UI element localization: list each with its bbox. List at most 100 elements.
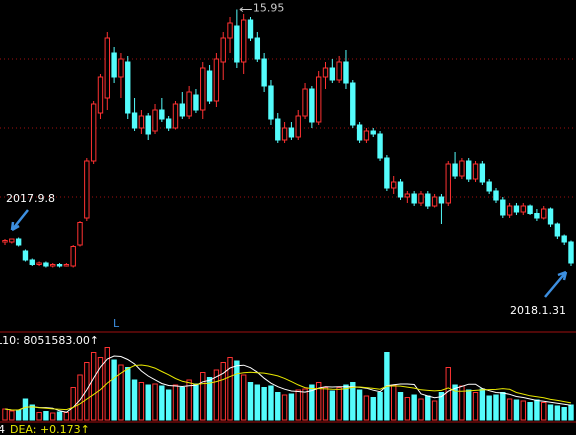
candle-body [390, 181, 397, 189]
volume-bar [493, 394, 499, 421]
volume-bar [397, 392, 404, 421]
candle-body [500, 199, 506, 216]
volume-bar [363, 395, 370, 421]
volume-bar [343, 384, 349, 421]
volume-bar [268, 385, 274, 421]
candle-body [2, 240, 8, 243]
candle-body [275, 118, 281, 141]
volume-bar [438, 392, 445, 421]
candle-body [268, 85, 274, 120]
volume-bar [220, 362, 226, 421]
candle-body [125, 61, 131, 114]
candle-body [343, 61, 349, 84]
candle-body [356, 124, 363, 141]
volume-bar [9, 410, 15, 421]
candle-body [131, 112, 138, 129]
volume-bar [486, 395, 492, 421]
candle-body [370, 130, 376, 135]
volume-bar [118, 364, 124, 421]
candle-body [411, 193, 417, 204]
candle-body [561, 235, 567, 243]
volume-bar [206, 377, 213, 421]
volume-bar [15, 409, 22, 421]
volume-bar [568, 404, 574, 421]
candle-body [438, 196, 445, 204]
volume-bar [275, 392, 281, 421]
candle-body [145, 115, 151, 135]
candle-body [165, 118, 172, 129]
candle-body [527, 205, 533, 214]
candle-body [186, 91, 192, 117]
volume-bar [213, 369, 220, 421]
volume-bar [350, 382, 356, 421]
candle-body [425, 193, 431, 207]
volume-bar [431, 400, 438, 421]
candle-body [159, 109, 165, 120]
volume-bar [472, 392, 479, 421]
candle-body [547, 208, 554, 225]
volume-bar [84, 362, 90, 421]
volume-bar [90, 352, 97, 421]
volume-bar [445, 367, 451, 421]
volume-bar [534, 399, 540, 421]
candle-body [315, 76, 322, 123]
candle-body [43, 262, 49, 267]
volume-bar [315, 382, 322, 421]
candle-body [29, 259, 35, 265]
volume-bar [554, 405, 561, 421]
candle-body [240, 19, 247, 63]
volume-bar [527, 402, 533, 421]
volume-bar [193, 383, 199, 421]
volume-bar [97, 357, 104, 421]
candle-body [234, 25, 240, 63]
candle-body [486, 181, 492, 192]
volume-bar [452, 384, 458, 421]
volume-bar [541, 402, 547, 421]
volume-bar [227, 357, 233, 421]
candle-body [227, 22, 233, 39]
volume-bar [418, 398, 424, 421]
volume-bar [125, 367, 131, 421]
volume-bar [425, 395, 431, 421]
candle-body [90, 103, 97, 162]
candle-body [479, 163, 486, 183]
candle-body [568, 241, 574, 264]
volume-bar [2, 408, 8, 421]
candle-body [281, 127, 288, 141]
candle-body [70, 246, 76, 267]
volume-bar [145, 384, 151, 421]
candle-body [84, 160, 90, 219]
candle-body [506, 205, 513, 216]
start-arrow [10, 209, 29, 232]
candle-body [377, 133, 383, 159]
macd-prefix: 4 [0, 423, 5, 435]
candle-body [36, 262, 42, 265]
candle-body [118, 58, 124, 78]
volume-bar [288, 393, 295, 421]
candle-body [9, 238, 15, 243]
volume-bar [295, 389, 301, 421]
candle-body [152, 109, 158, 132]
volume-bar [370, 397, 376, 421]
end-date: 2018.1.31 [510, 304, 566, 317]
candle-body [15, 238, 22, 246]
volume-bar [131, 379, 138, 421]
volume-bar [29, 404, 35, 421]
candle-body [466, 160, 472, 180]
candle-body [534, 213, 540, 219]
candle-body [104, 37, 110, 99]
candle-body [445, 163, 451, 204]
volume-bar [200, 372, 206, 421]
volume-bar [329, 390, 336, 421]
candle-body [50, 264, 56, 267]
volume-bar [377, 392, 383, 421]
volume-bar [22, 398, 29, 421]
volume-bar [63, 412, 70, 421]
candle-body [206, 70, 213, 102]
volume-bar [261, 387, 267, 421]
end-arrow [544, 270, 568, 298]
candle-body [63, 264, 70, 267]
volume-bar [179, 387, 186, 421]
candle-body [363, 130, 370, 141]
volume-bar [50, 412, 56, 421]
